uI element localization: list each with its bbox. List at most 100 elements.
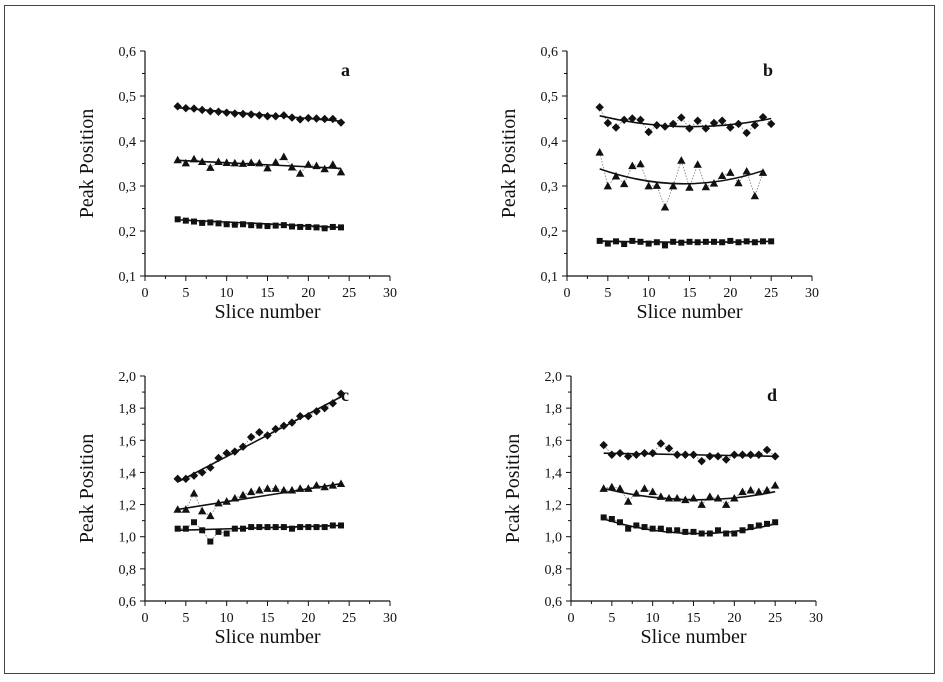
data-point-diamond — [304, 411, 313, 421]
data-point-square — [613, 238, 619, 245]
data-point-square — [674, 527, 681, 534]
data-point-diamond — [603, 118, 613, 128]
data-point-triangle — [320, 164, 329, 173]
data-point-square — [272, 222, 279, 229]
data-point-diamond — [287, 418, 297, 427]
data-point-diamond — [222, 448, 231, 458]
data-point-diamond — [173, 102, 182, 111]
data-point-triangle — [238, 490, 248, 499]
data-point-square — [182, 217, 189, 224]
data-point-square — [760, 238, 766, 245]
x-tick-label: 15 — [687, 611, 701, 626]
data-point-triangle — [336, 167, 346, 176]
data-point-triangle — [636, 159, 645, 168]
y-tick-label: 0,5 — [119, 90, 137, 105]
data-point-square — [321, 524, 328, 531]
data-point-diamond — [197, 468, 207, 477]
data-point-triangle — [304, 484, 313, 492]
y-axis-label: Peak Position — [498, 109, 520, 218]
data-point-diamond — [336, 118, 346, 127]
data-point-square — [682, 528, 689, 535]
x-axis-label: Slice number — [640, 626, 746, 648]
data-point-diamond — [255, 111, 264, 120]
y-tick-label: 1,4 — [545, 466, 563, 481]
data-point-triangle — [255, 485, 264, 494]
data-point-square — [625, 525, 632, 532]
data-point-diamond — [615, 448, 625, 458]
x-tick-label: 20 — [301, 286, 315, 301]
data-point-diamond — [770, 452, 780, 461]
data-point-triangle — [750, 191, 760, 200]
data-point-triangle — [271, 157, 280, 166]
data-point-diamond — [214, 107, 223, 116]
data-point-diamond — [607, 450, 617, 459]
x-tick-label: 30 — [383, 611, 397, 626]
y-tick-label: 0,5 — [541, 90, 559, 105]
data-point-square — [662, 242, 668, 249]
data-point-square — [321, 225, 328, 232]
data-point-diamond — [238, 109, 248, 119]
data-point-diamond — [263, 431, 272, 440]
data-point-triangle — [214, 157, 223, 166]
y-tick-label: 0,6 — [119, 45, 137, 60]
data-point-diamond — [730, 450, 739, 459]
data-point-square — [297, 223, 304, 230]
data-point-triangle — [652, 181, 662, 189]
data-point-square — [743, 238, 750, 245]
data-point-triangle — [709, 179, 719, 187]
data-point-triangle — [279, 152, 289, 161]
data-point-triangle — [689, 493, 698, 502]
data-point-square — [645, 240, 652, 247]
data-point-diamond — [762, 445, 772, 455]
data-point-square — [240, 525, 246, 532]
data-point-triangle — [632, 489, 641, 497]
fit-line — [599, 240, 772, 244]
data-point-triangle — [721, 500, 731, 508]
data-point-square — [727, 237, 734, 244]
y-tick-label: 1,4 — [119, 466, 137, 481]
x-tick-label: 0 — [568, 611, 575, 626]
x-tick-label: 30 — [809, 611, 823, 626]
data-point-triangle — [271, 484, 280, 492]
data-point-diamond — [189, 471, 199, 480]
x-tick-label: 15 — [683, 286, 697, 301]
data-point-square — [686, 238, 693, 245]
data-point-square — [641, 524, 648, 531]
x-tick-label: 30 — [383, 286, 397, 301]
y-axis-label: Peak Position — [76, 109, 98, 218]
y-tick-label: 1,8 — [545, 402, 563, 417]
data-point-square — [653, 239, 660, 246]
data-point-square — [231, 525, 238, 532]
data-point-diamond — [721, 455, 731, 464]
data-point-diamond — [295, 115, 305, 124]
data-point-triangle — [214, 498, 223, 507]
data-point-square — [248, 524, 255, 531]
data-point-triangle — [697, 500, 706, 508]
data-point-triangle — [611, 171, 621, 180]
series-connector — [603, 484, 776, 506]
data-point-square — [739, 527, 746, 534]
data-point-square — [313, 524, 320, 531]
data-point-triangle — [726, 168, 735, 176]
y-tick-label: 0,4 — [119, 135, 137, 150]
data-point-diamond — [295, 411, 305, 421]
x-tick-label: 10 — [642, 286, 656, 301]
series-triangle — [173, 152, 346, 177]
panel-c-chart: 0 5 10 15 20 25 30 0,6 0,8 1,0 1,2 1,4 1,6 1,8 2,0 Slic… — [76, 370, 397, 648]
data-point-square — [289, 223, 295, 230]
data-point-triangle — [197, 506, 207, 515]
data-point-square — [289, 525, 295, 532]
data-point-square — [199, 527, 206, 534]
data-point-square — [338, 224, 344, 231]
data-point-diamond — [660, 122, 670, 131]
data-point-square — [199, 219, 206, 226]
data-point-triangle — [181, 505, 191, 513]
data-point-square — [702, 238, 709, 245]
data-point-diamond — [271, 424, 280, 434]
y-tick-label: 0,3 — [119, 180, 137, 195]
data-point-triangle — [770, 481, 780, 489]
series-square — [174, 519, 344, 545]
x-axis-label: Slice number — [636, 301, 742, 323]
data-point-square — [191, 519, 197, 526]
data-point-square — [621, 241, 628, 248]
